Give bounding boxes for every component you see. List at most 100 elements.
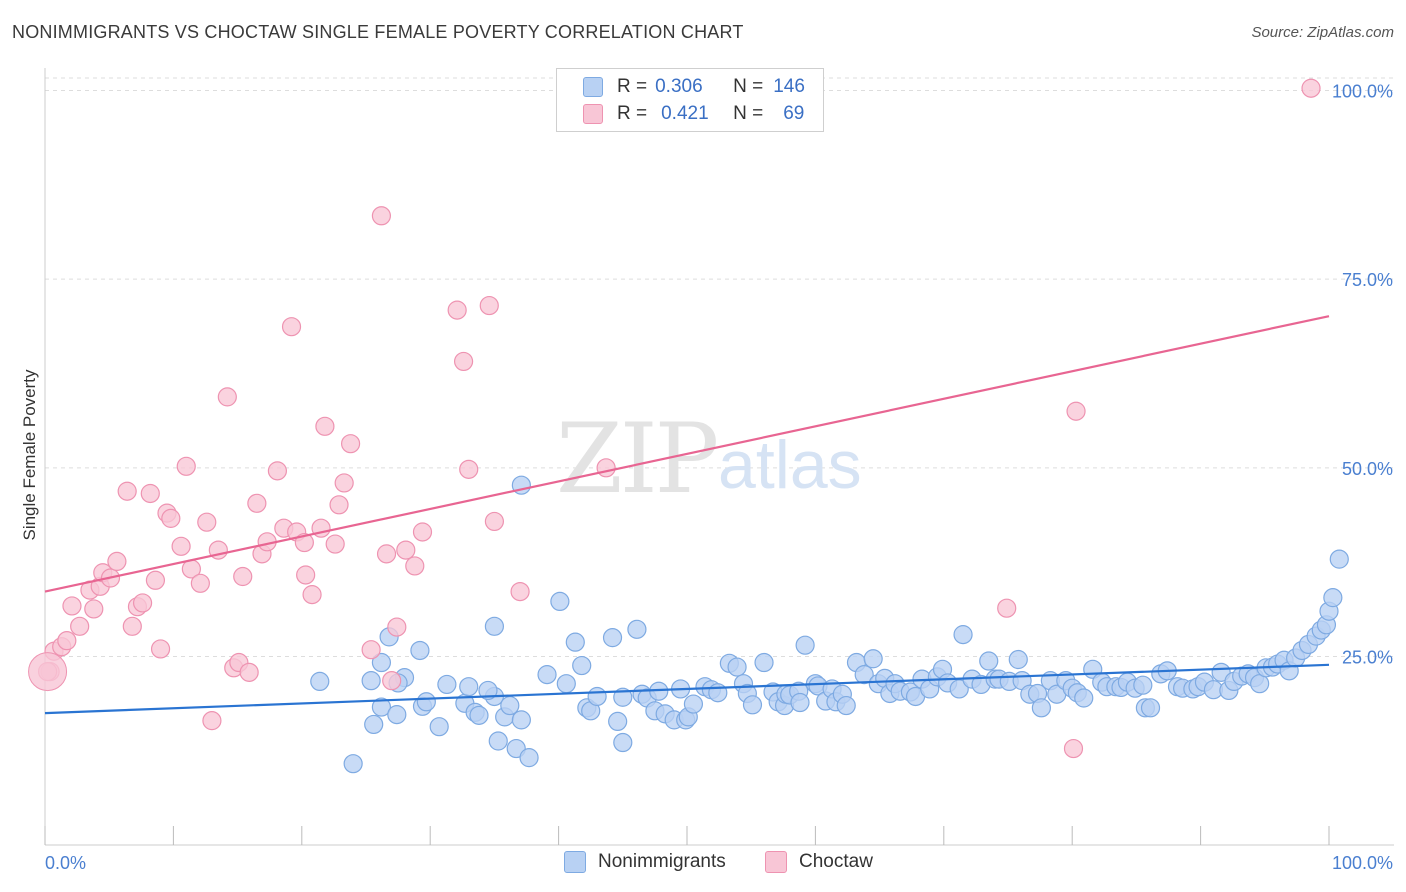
point-choctaw xyxy=(459,459,479,479)
point-choctaw xyxy=(202,711,222,731)
point-nonimmigrants xyxy=(949,679,969,699)
point-choctaw xyxy=(197,512,217,532)
point-nonimmigrants xyxy=(537,665,557,685)
stats-legend: R = 0.306 N = 146 R = 0.421 N = 69 xyxy=(556,68,824,132)
point-nonimmigrants xyxy=(310,671,330,692)
point-nonimmigrants xyxy=(708,683,728,703)
point-nonimmigrants xyxy=(469,705,489,725)
watermark-zip: ZIP xyxy=(556,403,717,515)
point-nonimmigrants xyxy=(1008,649,1028,670)
point-nonimmigrants xyxy=(1323,588,1343,608)
point-nonimmigrants xyxy=(795,635,815,655)
chart-title: NONIMMIGRANTS VS CHOCTAW SINGLE FEMALE P… xyxy=(12,22,744,42)
r-value: 0.306 xyxy=(655,76,703,97)
tick-labels: 25.0% 50.0% 75.0% 100.0% 0.0% 100.0% xyxy=(45,82,1393,874)
point-choctaw-large xyxy=(28,652,68,692)
watermark-atlas: atlas xyxy=(718,427,862,503)
point-nonimmigrants xyxy=(613,732,633,753)
point-nonimmigrants xyxy=(587,686,607,707)
point-choctaw xyxy=(107,551,127,572)
point-choctaw xyxy=(1066,401,1086,421)
point-nonimmigrants xyxy=(371,652,392,673)
watermark: ZIP atlas xyxy=(556,403,862,515)
point-choctaw xyxy=(117,481,137,501)
point-choctaw xyxy=(176,456,196,476)
axes xyxy=(44,68,1394,846)
n-value: 146 xyxy=(773,76,805,97)
y-axis-label: Single Female Poverty xyxy=(20,369,39,541)
point-choctaw xyxy=(57,631,77,651)
point-choctaw xyxy=(62,596,82,616)
point-choctaw xyxy=(315,416,335,436)
point-nonimmigrants xyxy=(1074,688,1094,708)
legend-item-nonimmigrants: Nonimmigrants xyxy=(564,851,726,873)
point-nonimmigrants xyxy=(1031,698,1051,718)
point-nonimmigrants xyxy=(790,692,810,713)
point-choctaw xyxy=(171,536,191,556)
legend-item-choctaw: Choctaw xyxy=(765,851,873,873)
point-nonimmigrants xyxy=(613,687,633,707)
point-choctaw xyxy=(296,565,316,585)
y-tick-label: 25.0% xyxy=(1342,648,1393,668)
point-choctaw xyxy=(371,206,392,226)
point-nonimmigrants xyxy=(572,655,592,676)
r-value: 0.421 xyxy=(661,103,709,124)
point-nonimmigrants xyxy=(371,697,392,717)
point-nonimmigrants xyxy=(500,695,520,716)
point-choctaw xyxy=(361,640,381,660)
point-choctaw xyxy=(329,495,349,515)
point-nonimmigrants xyxy=(608,711,628,732)
point-choctaw xyxy=(412,522,433,542)
point-choctaw xyxy=(150,639,171,659)
point-nonimmigrants xyxy=(478,680,498,701)
point-nonimmigrants xyxy=(429,717,449,737)
r-label: R = xyxy=(617,76,648,97)
point-choctaw xyxy=(405,556,425,576)
point-nonimmigrants xyxy=(627,619,647,639)
point-nonimmigrants xyxy=(863,649,883,669)
n-value: 69 xyxy=(783,103,805,124)
point-nonimmigrants xyxy=(519,748,539,768)
x-tick-label: 100.0% xyxy=(1332,853,1393,873)
r-label: R = xyxy=(617,103,648,124)
point-choctaw xyxy=(387,617,407,637)
point-choctaw xyxy=(484,511,504,532)
point-nonimmigrants xyxy=(602,628,623,648)
point-nonimmigrants xyxy=(979,651,999,671)
x-tick-label: 0.0% xyxy=(45,853,86,873)
y-tick-label: 75.0% xyxy=(1342,270,1393,290)
point-choctaw xyxy=(70,616,90,636)
point-nonimmigrants xyxy=(754,652,774,673)
series-nonimmigrants xyxy=(310,475,1349,774)
point-choctaw xyxy=(1301,78,1321,98)
point-nonimmigrants xyxy=(343,754,363,774)
legend-swatch-blue xyxy=(564,851,586,873)
point-choctaw xyxy=(161,508,181,528)
point-choctaw xyxy=(281,317,302,337)
point-choctaw xyxy=(453,351,474,372)
point-choctaw xyxy=(145,570,166,590)
point-choctaw xyxy=(382,671,402,691)
point-choctaw xyxy=(510,581,530,602)
point-nonimmigrants xyxy=(437,674,457,695)
legend-row-nonimmigrants: R = 0.306 N = 146 xyxy=(583,74,805,100)
point-nonimmigrants xyxy=(488,731,508,751)
point-choctaw xyxy=(447,300,467,320)
point-choctaw xyxy=(325,534,345,554)
n-label: N = xyxy=(733,76,764,97)
point-nonimmigrants xyxy=(459,677,479,697)
point-nonimmigrants xyxy=(836,695,856,716)
point-choctaw xyxy=(122,616,142,636)
point-choctaw xyxy=(302,585,322,605)
point-nonimmigrants xyxy=(742,695,763,715)
point-nonimmigrants xyxy=(1133,675,1153,695)
y-tick-label: 100.0% xyxy=(1332,82,1393,102)
point-choctaw xyxy=(479,295,499,316)
source-label: Source: ZipAtlas.com xyxy=(1251,24,1394,41)
point-nonimmigrants xyxy=(511,710,531,730)
legend-swatch-pink xyxy=(583,104,603,124)
point-choctaw xyxy=(1063,738,1084,759)
point-nonimmigrants xyxy=(953,625,973,645)
point-choctaw xyxy=(132,593,153,613)
